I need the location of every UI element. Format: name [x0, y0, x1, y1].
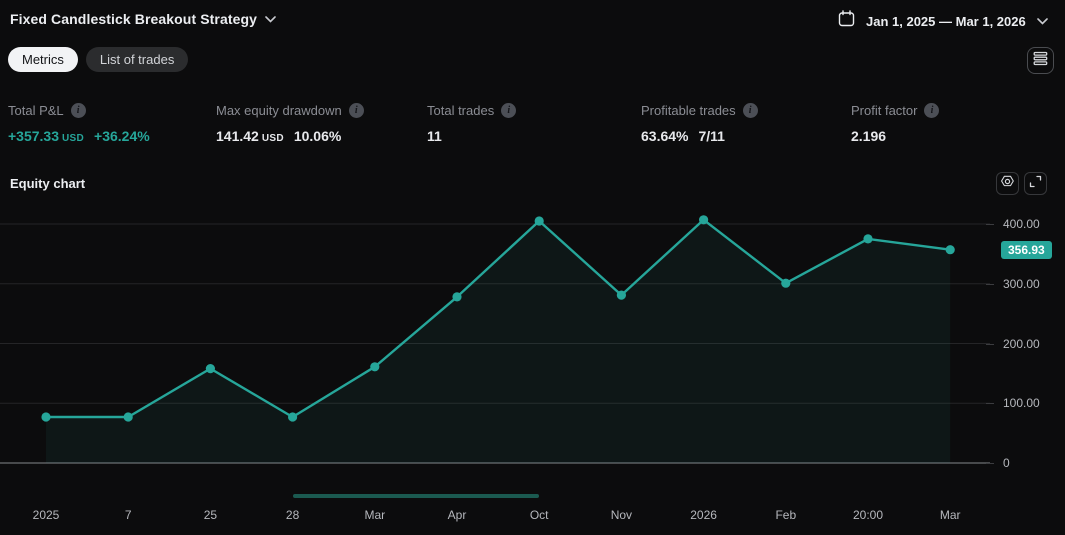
fullscreen-button[interactable]	[1024, 172, 1047, 195]
price-scale[interactable]: 400.00 300.00 200.00 100.00 0 356.93	[986, 205, 1065, 480]
y-axis-tick	[986, 343, 994, 345]
report-layout-button[interactable]	[1027, 47, 1054, 74]
y-axis-label: 100.00	[1003, 396, 1040, 411]
chart-scrollbar[interactable]	[292, 494, 540, 498]
metric-value: 141.42 USD 10.06%	[216, 128, 342, 144]
date-range-label: Jan 1, 2025 — Mar 1, 2026	[866, 13, 1026, 29]
info-icon[interactable]: i	[348, 103, 364, 118]
report-tabs: Metrics List of trades	[8, 47, 189, 72]
info-icon[interactable]: i	[70, 103, 86, 118]
x-axis-label: Nov	[610, 508, 633, 522]
strategy-title: Fixed Candlestick Breakout Strategy	[10, 11, 258, 27]
metric-total-trades: Total trades i 11	[427, 103, 517, 144]
equity-curve	[0, 215, 990, 464]
info-icon[interactable]: i	[501, 103, 517, 118]
x-axis-label: 7	[124, 508, 132, 522]
x-axis-label: Mar	[939, 508, 961, 522]
tab-list-of-trades[interactable]: List of trades	[85, 47, 189, 72]
metric-label: Profit factor	[851, 103, 918, 118]
y-axis-label: 0	[1003, 456, 1010, 470]
y-axis-tick	[986, 403, 994, 405]
metric-label: Profitable trades	[641, 103, 736, 118]
metric-value: 2.196	[851, 128, 887, 144]
time-axis[interactable]: 2025 7 25 28 Mar Apr Oct Nov 2026 Feb 20:00 Mar	[0, 480, 990, 535]
y-axis-label: 200.00	[1003, 336, 1040, 351]
metric-value: 63.64% 7/11	[641, 128, 725, 144]
x-axis-label: 2026	[690, 508, 717, 522]
y-axis-tick	[986, 463, 994, 464]
metric-profitable-trades: Profitable trades i 63.64% 7/11	[641, 103, 758, 144]
info-icon[interactable]: i	[742, 103, 758, 118]
calendar-icon	[838, 10, 855, 32]
x-axis-label: Apr	[447, 508, 467, 522]
strategy-selector[interactable]: Fixed Candlestick Breakout Strategy	[10, 11, 276, 27]
x-axis-label: Oct	[529, 508, 549, 522]
x-axis-label: 20:00	[852, 508, 884, 522]
y-axis-label: 300.00	[1003, 276, 1040, 291]
last-value-badge: 356.93	[1001, 240, 1052, 259]
y-axis-label: 400.00	[1003, 217, 1040, 231]
metric-max-drawdown: Max equity drawdown i 141.42 USD 10.06%	[216, 103, 364, 144]
equity-chart-plot[interactable]	[0, 205, 990, 480]
equity-chart-title: Equity chart	[10, 176, 86, 191]
info-icon[interactable]: i	[924, 103, 940, 118]
chart-settings-button[interactable]	[996, 172, 1019, 195]
x-axis-label: 2025	[32, 508, 60, 522]
metric-total-pnl: Total P&L i +357.33 USD +36.24%	[8, 103, 150, 144]
metric-profit-factor: Profit factor i 2.196	[851, 103, 940, 144]
x-axis-label: Feb	[775, 508, 797, 522]
y-axis-tick	[986, 224, 994, 225]
rows-layout-icon	[1033, 51, 1048, 71]
metric-value: +357.33 USD +36.24%	[8, 128, 150, 144]
metric-label: Total P&L	[8, 103, 64, 118]
tab-metrics[interactable]: Metrics	[8, 47, 78, 72]
metric-value: 11	[427, 128, 442, 144]
x-axis-label: 25	[203, 508, 218, 522]
date-range-button[interactable]: Jan 1, 2025 — Mar 1, 2026	[838, 10, 1048, 32]
y-axis-tick	[986, 283, 994, 285]
chevron-down-icon	[265, 15, 276, 23]
x-axis-label: 28	[285, 508, 300, 522]
metric-label: Max equity drawdown	[216, 103, 342, 118]
metric-label: Total trades	[427, 103, 495, 118]
settings-icon	[1000, 174, 1015, 194]
fullscreen-icon	[1029, 175, 1042, 193]
x-axis-label: Mar	[364, 508, 386, 522]
chevron-down-icon	[1036, 17, 1048, 25]
